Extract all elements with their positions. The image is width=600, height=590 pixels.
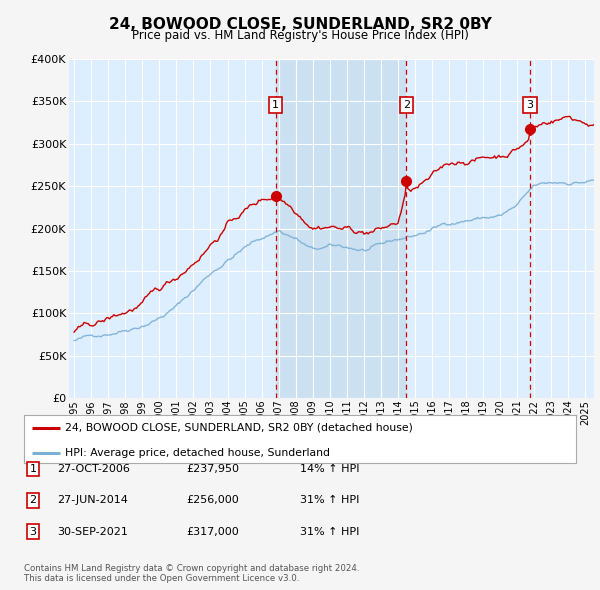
Text: 2: 2	[29, 496, 37, 505]
Text: 31% ↑ HPI: 31% ↑ HPI	[300, 496, 359, 505]
Text: Contains HM Land Registry data © Crown copyright and database right 2024.
This d: Contains HM Land Registry data © Crown c…	[24, 563, 359, 583]
Text: 30-SEP-2021: 30-SEP-2021	[57, 527, 128, 536]
Text: 27-JUN-2014: 27-JUN-2014	[57, 496, 128, 505]
Text: £317,000: £317,000	[186, 527, 239, 536]
Text: 3: 3	[29, 527, 37, 536]
Text: 2: 2	[403, 100, 410, 110]
Text: 1: 1	[29, 464, 37, 474]
Text: 14% ↑ HPI: 14% ↑ HPI	[300, 464, 359, 474]
Text: 3: 3	[527, 100, 533, 110]
Text: 24, BOWOOD CLOSE, SUNDERLAND, SR2 0BY: 24, BOWOOD CLOSE, SUNDERLAND, SR2 0BY	[109, 17, 491, 31]
Text: 31% ↑ HPI: 31% ↑ HPI	[300, 527, 359, 536]
Text: Price paid vs. HM Land Registry's House Price Index (HPI): Price paid vs. HM Land Registry's House …	[131, 30, 469, 42]
Text: £237,950: £237,950	[186, 464, 239, 474]
Text: 27-OCT-2006: 27-OCT-2006	[57, 464, 130, 474]
Text: £256,000: £256,000	[186, 496, 239, 505]
Text: 24, BOWOOD CLOSE, SUNDERLAND, SR2 0BY (detached house): 24, BOWOOD CLOSE, SUNDERLAND, SR2 0BY (d…	[65, 423, 413, 433]
Text: 1: 1	[272, 100, 279, 110]
Bar	[275, 59, 406, 398]
Text: HPI: Average price, detached house, Sunderland: HPI: Average price, detached house, Sund…	[65, 447, 331, 457]
